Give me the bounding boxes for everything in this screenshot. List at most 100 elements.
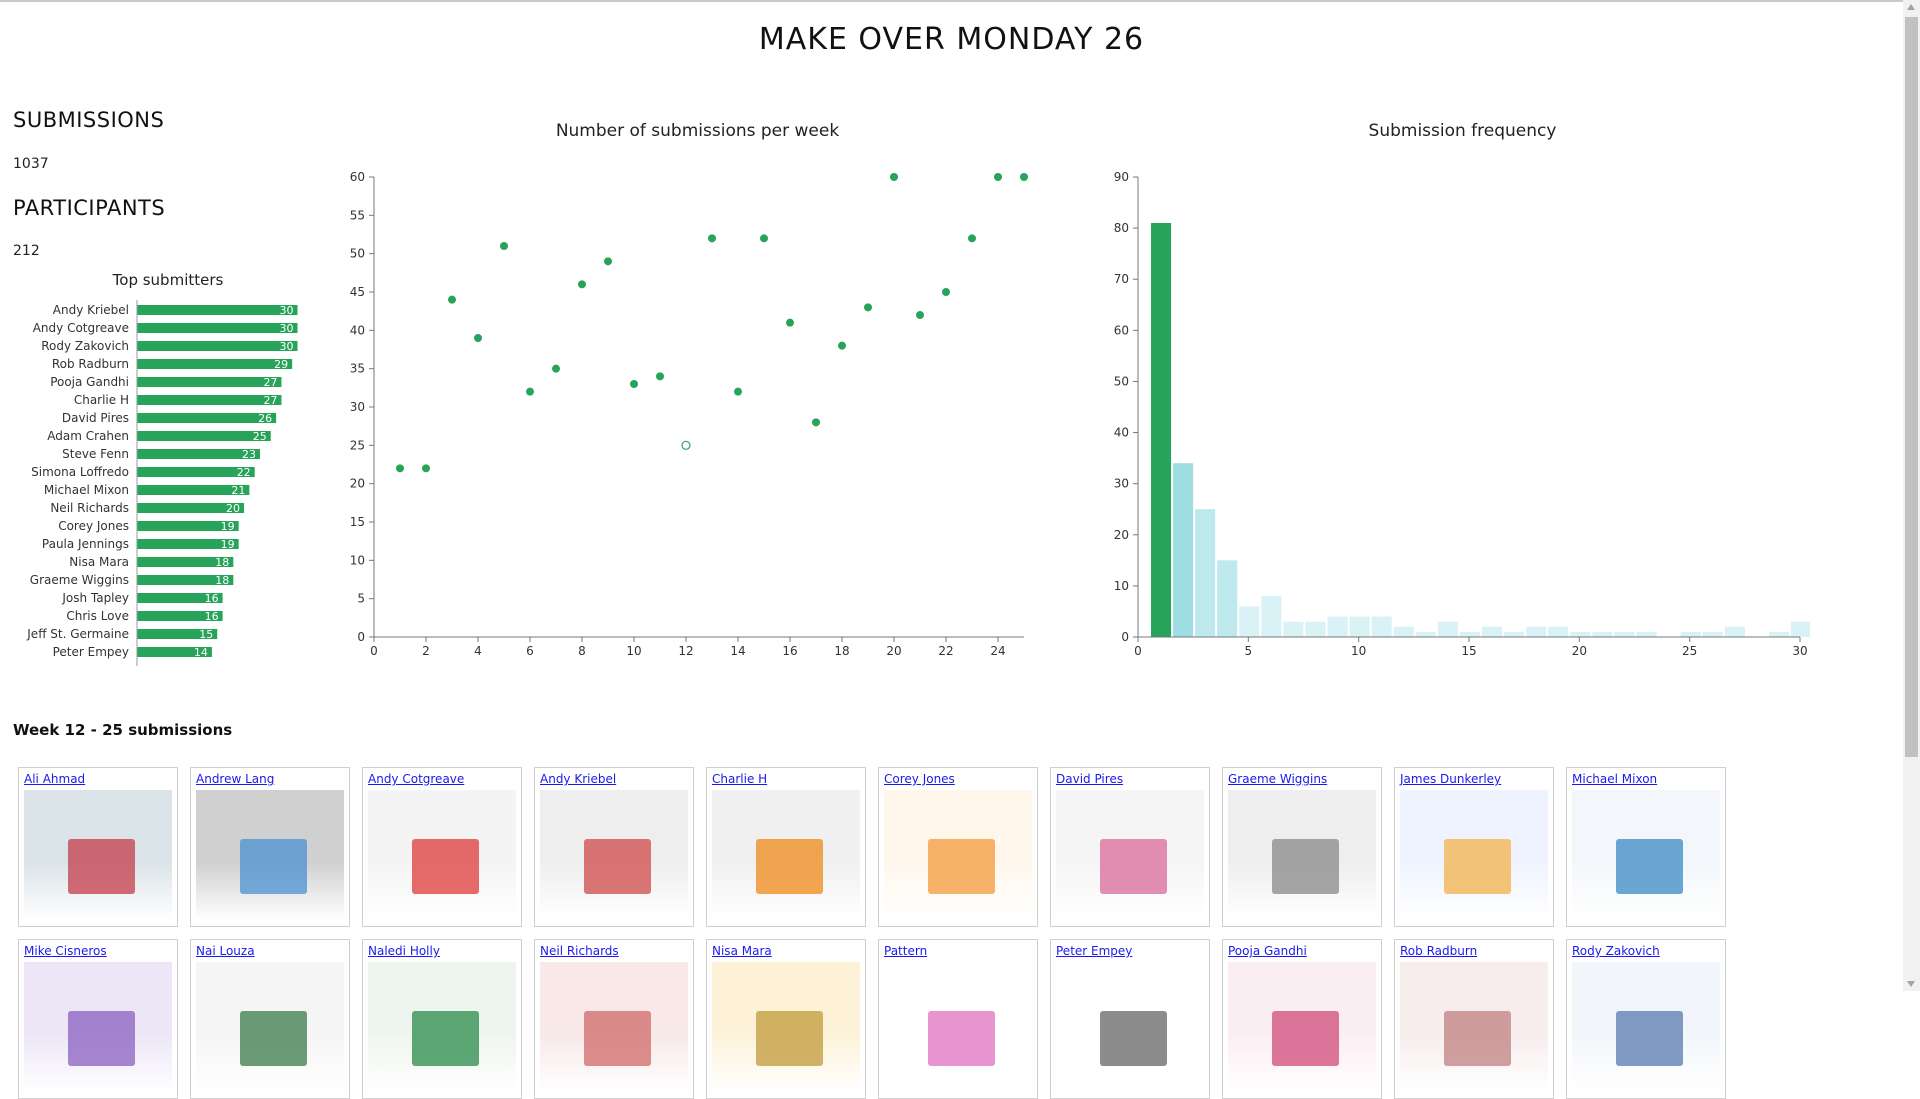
histogram-bar[interactable] (1349, 616, 1370, 637)
submission-author-link[interactable]: Pattern (884, 944, 928, 958)
scatter-point-selected[interactable] (681, 440, 691, 450)
scatter-point[interactable] (500, 242, 508, 250)
submission-thumbnail[interactable] (1572, 790, 1720, 920)
histogram-bar[interactable] (1195, 509, 1216, 637)
submission-card[interactable]: Rody Zakovich (1566, 939, 1726, 1099)
scroll-down-icon[interactable] (1907, 981, 1915, 987)
submission-card[interactable]: Rob Radburn (1394, 939, 1554, 1099)
submission-card[interactable]: Peter Empey (1050, 939, 1210, 1099)
submission-card[interactable]: Corey Jones (878, 767, 1038, 927)
submission-author-link[interactable]: Andy Cotgreave (368, 772, 465, 786)
histogram-bar[interactable] (1415, 631, 1436, 637)
histogram-bar[interactable] (1614, 631, 1635, 637)
submission-thumbnail[interactable] (884, 790, 1032, 920)
submission-author-link[interactable]: Naledi Holly (368, 944, 440, 958)
scatter-point[interactable] (396, 464, 404, 473)
submission-thumbnail[interactable] (196, 790, 344, 920)
scatter-point[interactable] (1020, 173, 1028, 181)
submission-author-link[interactable]: Andy Kriebel (540, 772, 617, 786)
histogram-bar[interactable] (1790, 621, 1810, 637)
submission-thumbnail[interactable] (540, 790, 688, 920)
submission-thumbnail[interactable] (1400, 790, 1548, 920)
submission-thumbnail[interactable] (540, 962, 688, 1092)
submission-card[interactable]: Nai Louza (190, 939, 350, 1099)
scatter-point[interactable] (448, 295, 456, 304)
submission-thumbnail[interactable] (1572, 962, 1720, 1092)
submission-author-link[interactable]: Peter Empey (1056, 944, 1133, 958)
submission-thumbnail[interactable] (1056, 790, 1204, 920)
submission-author-link[interactable]: Michael Mixon (1572, 772, 1658, 786)
scatter-point[interactable] (422, 464, 430, 473)
submission-card[interactable]: James Dunkerley (1394, 767, 1554, 927)
submission-thumbnail[interactable] (884, 962, 1032, 1092)
submission-author-link[interactable]: Charlie H (712, 772, 768, 786)
scatter-point[interactable] (968, 234, 976, 243)
histogram-bar[interactable] (1702, 631, 1723, 637)
scatter-point[interactable] (604, 257, 612, 266)
histogram-bar[interactable] (1724, 626, 1745, 637)
histogram-bar[interactable] (1680, 631, 1701, 637)
scatter-point[interactable] (994, 173, 1002, 181)
submission-author-link[interactable]: Nai Louza (196, 944, 255, 958)
submission-card[interactable]: Graeme Wiggins (1222, 767, 1382, 927)
histogram-bar[interactable] (1217, 560, 1238, 637)
histogram-bar[interactable] (1173, 463, 1194, 637)
submission-card[interactable]: Andrew Lang (190, 767, 350, 927)
histogram-bar[interactable] (1261, 596, 1282, 637)
histogram-bar[interactable] (1283, 621, 1304, 637)
submission-thumbnail[interactable] (1228, 790, 1376, 920)
histogram-bar[interactable] (1504, 631, 1525, 637)
scatter-point[interactable] (786, 318, 794, 327)
histogram-bar[interactable] (1393, 626, 1414, 637)
submission-author-link[interactable]: Rob Radburn (1400, 944, 1478, 958)
submission-author-link[interactable]: Corey Jones (884, 772, 955, 786)
histogram-bar[interactable] (1768, 631, 1789, 637)
scatter-point[interactable] (552, 364, 560, 373)
scatter-point[interactable] (474, 334, 482, 342)
submission-card[interactable]: Ali Ahmad (18, 767, 178, 927)
scatter-point[interactable] (708, 234, 716, 243)
submission-thumbnail[interactable] (196, 962, 344, 1092)
histogram-bar[interactable] (1570, 631, 1591, 637)
scatter-point[interactable] (864, 303, 872, 312)
submission-card[interactable]: Neil Richards (534, 939, 694, 1099)
submission-author-link[interactable]: Graeme Wiggins (1228, 772, 1328, 786)
histogram-bar[interactable] (1305, 621, 1326, 637)
histogram-bar[interactable] (1437, 621, 1458, 637)
submission-card[interactable]: Pattern (878, 939, 1038, 1099)
submission-thumbnail[interactable] (24, 962, 172, 1092)
submission-author-link[interactable]: Neil Richards (540, 944, 619, 958)
submission-card[interactable]: Naledi Holly (362, 939, 522, 1099)
scroll-up-icon[interactable] (1907, 4, 1915, 10)
histogram-bar[interactable] (1239, 606, 1260, 637)
submission-author-link[interactable]: Pooja Gandhi (1228, 944, 1307, 958)
scatter-point[interactable] (916, 311, 924, 319)
scatter-point[interactable] (526, 387, 534, 396)
histogram-bar[interactable] (1459, 631, 1480, 637)
submission-card[interactable]: Pooja Gandhi (1222, 939, 1382, 1099)
submission-author-link[interactable]: Rody Zakovich (1572, 944, 1660, 958)
submission-thumbnail[interactable] (1056, 962, 1204, 1092)
histogram-bar[interactable] (1371, 616, 1392, 637)
submission-thumbnail[interactable] (24, 790, 172, 920)
submission-thumbnail[interactable] (712, 962, 860, 1092)
submission-card[interactable]: Andy Kriebel (534, 767, 694, 927)
submission-card[interactable]: Charlie H (706, 767, 866, 927)
scatter-point[interactable] (578, 280, 586, 289)
submission-card[interactable]: Nisa Mara (706, 939, 866, 1099)
scatter-point[interactable] (734, 387, 742, 396)
histogram-bar[interactable] (1526, 626, 1547, 637)
histogram-bar[interactable] (1151, 223, 1172, 637)
submission-author-link[interactable]: Mike Cisneros (24, 944, 107, 958)
submission-author-link[interactable]: Ali Ahmad (24, 772, 86, 786)
submission-author-link[interactable]: Andrew Lang (196, 772, 275, 786)
submission-card[interactable]: David Pires (1050, 767, 1210, 927)
scatter-point[interactable] (890, 173, 898, 181)
submission-author-link[interactable]: Nisa Mara (712, 944, 772, 958)
scrollbar[interactable] (1903, 0, 1920, 991)
scatter-point[interactable] (760, 234, 768, 243)
scatter-point[interactable] (812, 418, 820, 427)
submission-author-link[interactable]: David Pires (1056, 772, 1124, 786)
submission-thumbnail[interactable] (368, 962, 516, 1092)
submission-thumbnail[interactable] (1400, 962, 1548, 1092)
